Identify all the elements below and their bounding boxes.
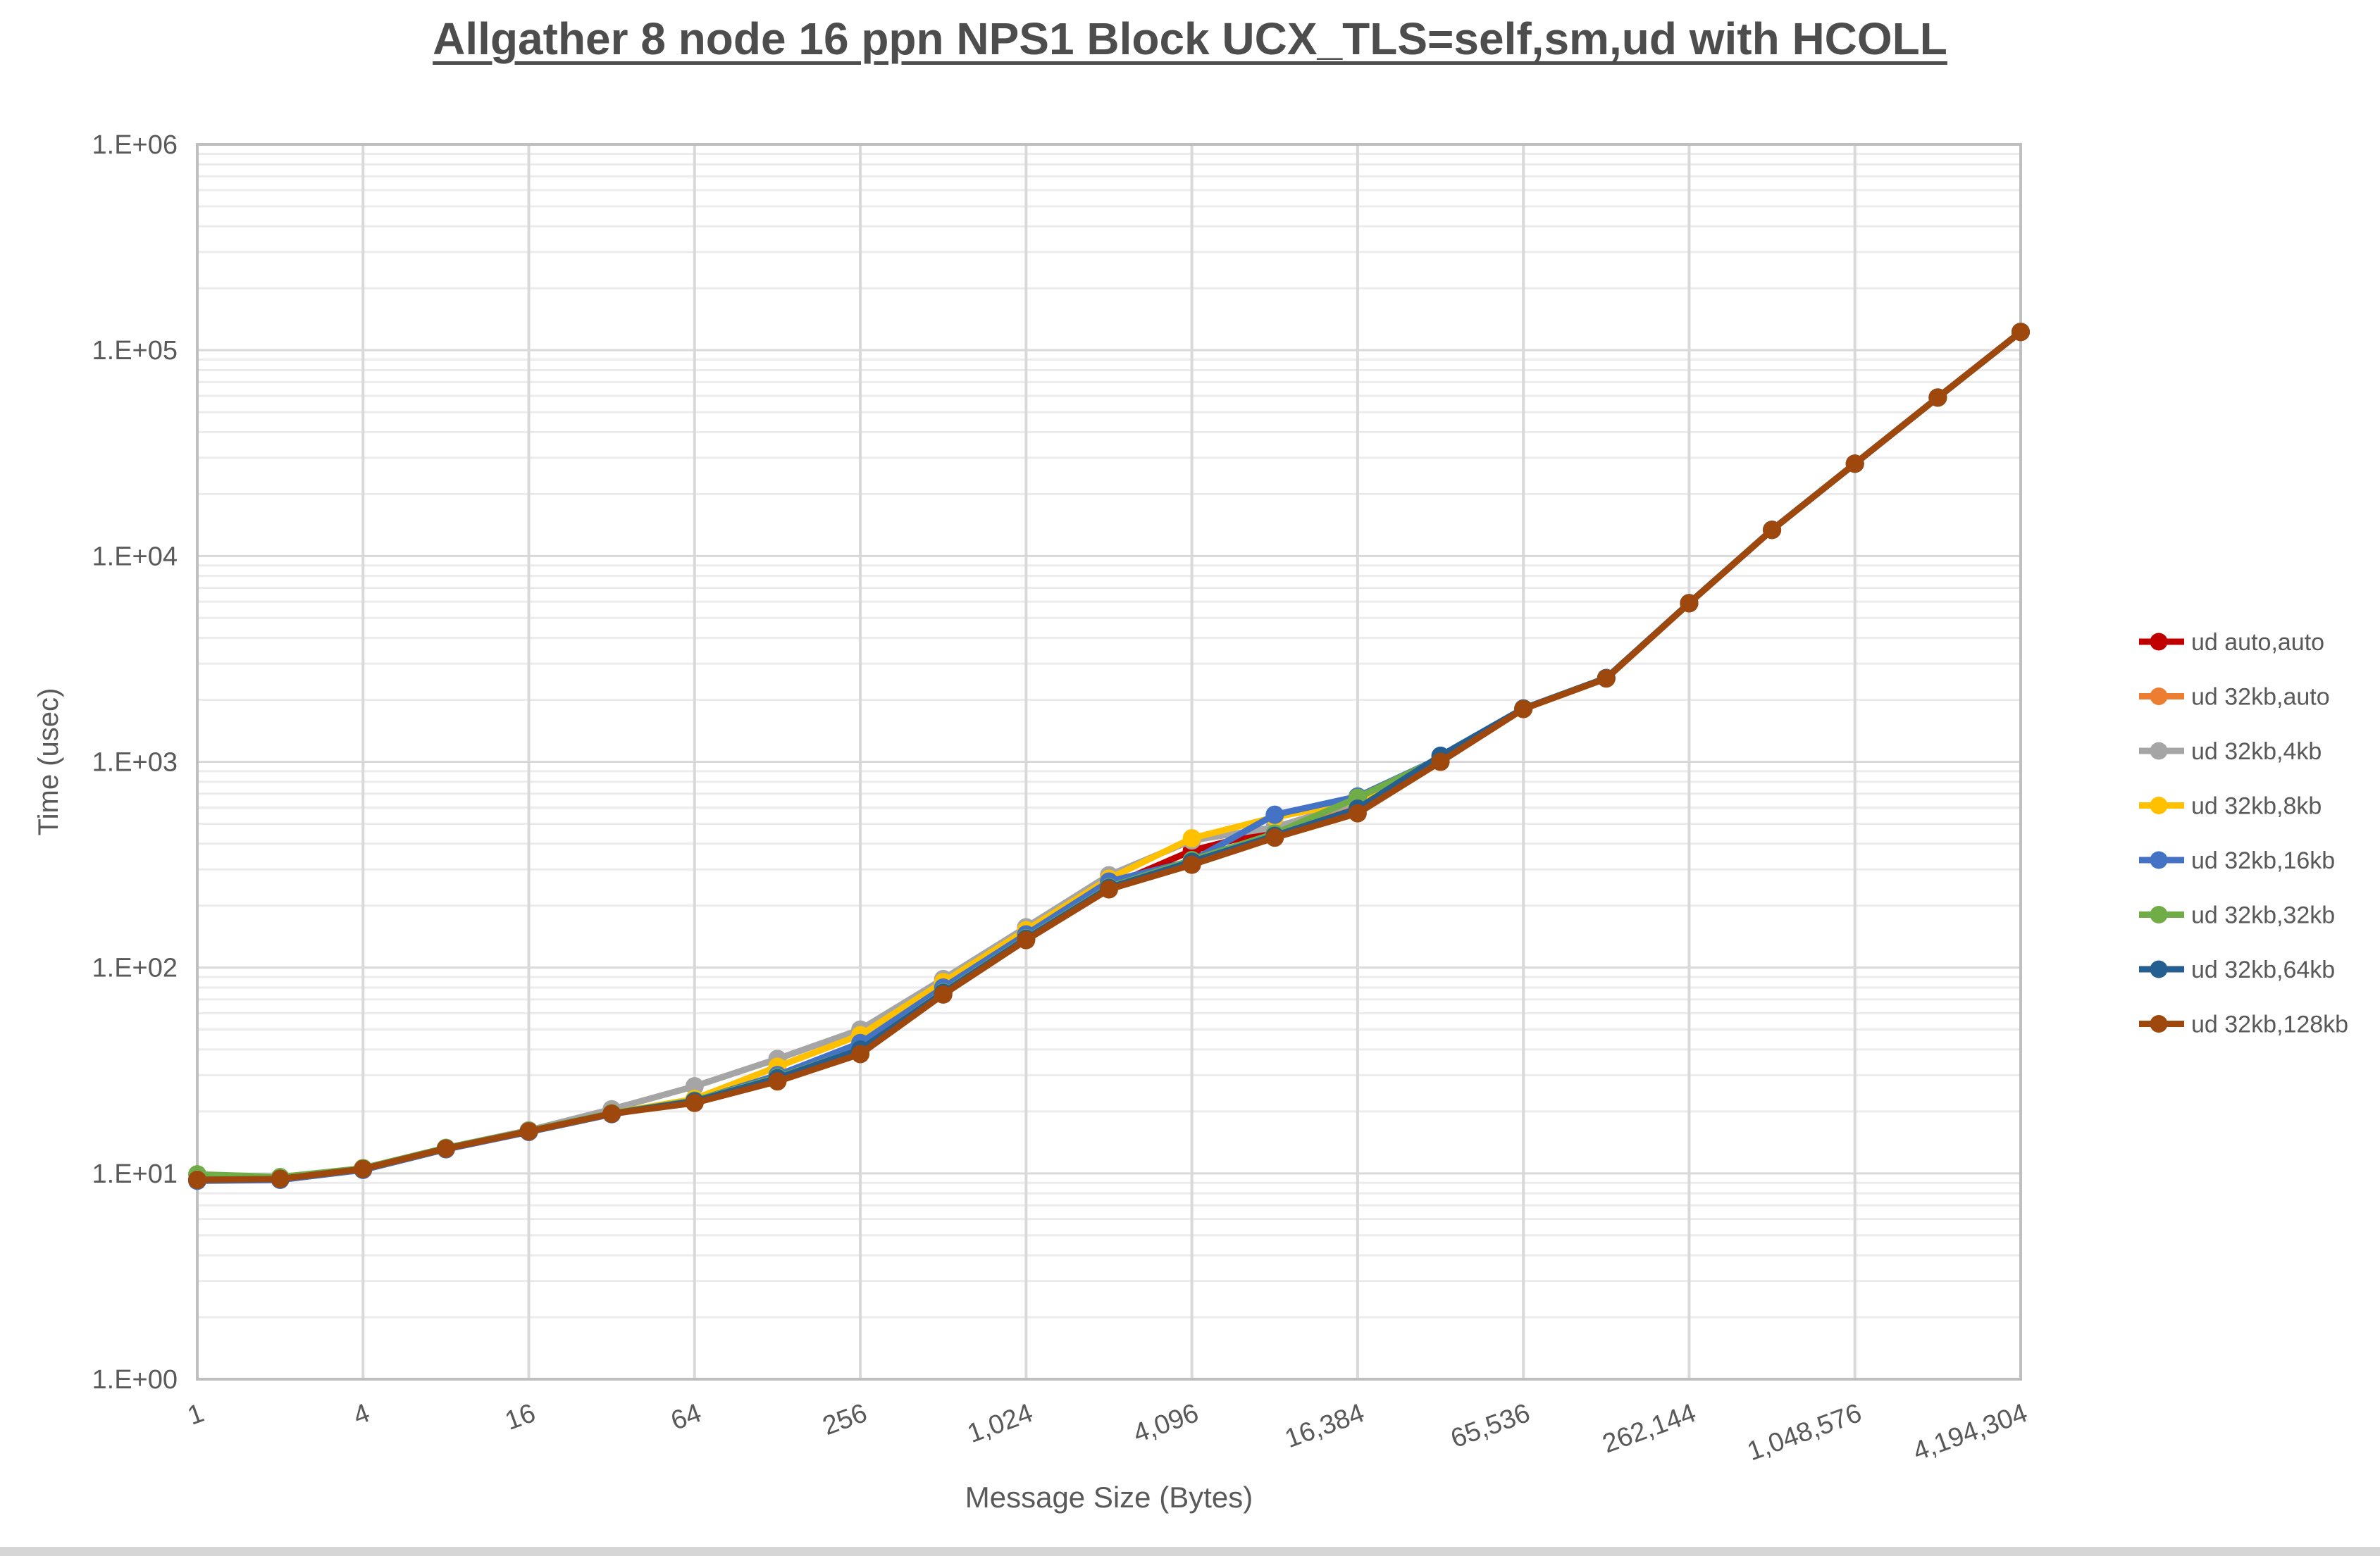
series-line-ud-32kb-8kb [194, 328, 2024, 1183]
legend-label-ud-32kb-auto: ud 32kb,auto [2191, 684, 2330, 711]
series-marker-ud-32kb-128kb [354, 1159, 373, 1178]
series-marker-ud-32kb-128kb [519, 1122, 538, 1141]
legend-label-ud-auto-auto: ud auto,auto [2191, 629, 2324, 656]
series-marker-ud-32kb-128kb [1928, 388, 1947, 407]
y-tick-label: 1.E+05 [92, 336, 178, 366]
x-tick-label: 1 [184, 1398, 208, 1431]
x-tick-label: 16 [502, 1398, 540, 1436]
legend-label-ud-32kb-128kb: ud 32kb,128kb [2191, 1012, 2348, 1038]
x-tick-label: 64 [667, 1398, 705, 1436]
series-line-ud-32kb-64kb [194, 328, 2024, 1183]
y-tick-label: 1.E+00 [92, 1365, 178, 1395]
x-tick-label: 4,096 [1129, 1398, 1203, 1449]
y-tick-label: 1.E+02 [92, 954, 178, 983]
series-marker-ud-32kb-128kb [934, 985, 953, 1004]
y-tick-label: 1.E+01 [92, 1159, 178, 1189]
series-marker-ud-32kb-128kb [768, 1072, 787, 1091]
y-axis-title: Time (usec) [33, 688, 64, 836]
series-line-ud-32kb-auto [194, 328, 2024, 1183]
x-tick-label: 16,384 [1281, 1398, 1368, 1454]
legend-label-ud-32kb-4kb: ud 32kb,4kb [2191, 738, 2322, 765]
x-tick-label: 4 [349, 1398, 373, 1431]
legend-marker-ud-32kb-128kb [2150, 1015, 2168, 1033]
legend-marker-ud-32kb-32kb [2150, 906, 2168, 923]
x-tick-label: 65,536 [1447, 1398, 1535, 1454]
chart-title: Allgather 8 node 16 ppn NPS1 Block UCX_T… [433, 13, 1947, 64]
series-marker-ud-32kb-128kb [602, 1104, 621, 1124]
legend-marker-ud-32kb-16kb [2150, 851, 2168, 869]
x-tick-label: 4,194,304 [1909, 1398, 2031, 1467]
plot-border [196, 143, 2022, 1381]
legend-marker-ud-32kb-8kb [2150, 797, 2168, 814]
x-tick-label: 1,024 [964, 1398, 1037, 1449]
series-line-ud-32kb-16kb [194, 328, 2024, 1184]
legend-marker-ud-auto-auto [2150, 633, 2168, 651]
y-tick-label: 1.E+04 [92, 542, 178, 571]
legend-marker-ud-32kb-auto [2150, 687, 2168, 705]
legend-label-ud-32kb-16kb: ud 32kb,16kb [2191, 847, 2335, 874]
series-marker-ud-32kb-128kb [1431, 752, 1450, 771]
series-marker-ud-32kb-128kb [1597, 669, 1616, 688]
series-marker-ud-32kb-128kb [271, 1169, 290, 1188]
series-marker-ud-32kb-128kb [1514, 699, 1533, 718]
series-marker-ud-32kb-128kb [1680, 594, 1699, 613]
window-bottom-edge [0, 1547, 2380, 1556]
legend-marker-ud-32kb-64kb [2150, 960, 2168, 978]
series-marker-ud-32kb-128kb [2012, 323, 2030, 342]
series-marker-ud-32kb-128kb [851, 1045, 870, 1064]
series-line-ud-32kb-4kb [194, 328, 2024, 1183]
series-marker-ud-32kb-128kb [1763, 521, 1782, 540]
series-marker-ud-32kb-128kb [1017, 931, 1036, 950]
legend-label-ud-32kb-32kb: ud 32kb,32kb [2191, 902, 2335, 929]
series-marker-ud-32kb-128kb [436, 1139, 455, 1158]
x-tick-label: 1,048,576 [1744, 1398, 1866, 1467]
series-marker-ud-32kb-128kb [188, 1171, 206, 1190]
series-line-ud-32kb-128kb [194, 328, 2024, 1183]
series-marker-ud-32kb-128kb [1182, 855, 1201, 874]
x-axis-title: Message Size (Bytes) [965, 1481, 1253, 1514]
series-marker-ud-32kb-16kb [1265, 805, 1284, 824]
series-marker-ud-32kb-128kb [1100, 880, 1118, 899]
x-tick-label: 262,144 [1599, 1398, 1699, 1459]
series-marker-ud-32kb-8kb [1182, 829, 1201, 848]
legend-marker-ud-32kb-4kb [2150, 742, 2168, 760]
x-tick-label: 256 [819, 1398, 871, 1441]
y-tick-label: 1.E+06 [92, 130, 178, 160]
series-marker-ud-32kb-128kb [685, 1093, 704, 1112]
series-line-ud-auto-auto [194, 328, 2024, 1183]
series-marker-ud-32kb-128kb [1845, 454, 1864, 473]
series-marker-ud-32kb-128kb [1265, 828, 1284, 847]
legend-label-ud-32kb-8kb: ud 32kb,8kb [2191, 793, 2322, 820]
series-marker-ud-32kb-4kb [685, 1077, 704, 1096]
legend-label-ud-32kb-64kb: ud 32kb,64kb [2191, 957, 2335, 983]
y-tick-label: 1.E+03 [92, 748, 178, 778]
series-marker-ud-32kb-128kb [1348, 804, 1367, 823]
